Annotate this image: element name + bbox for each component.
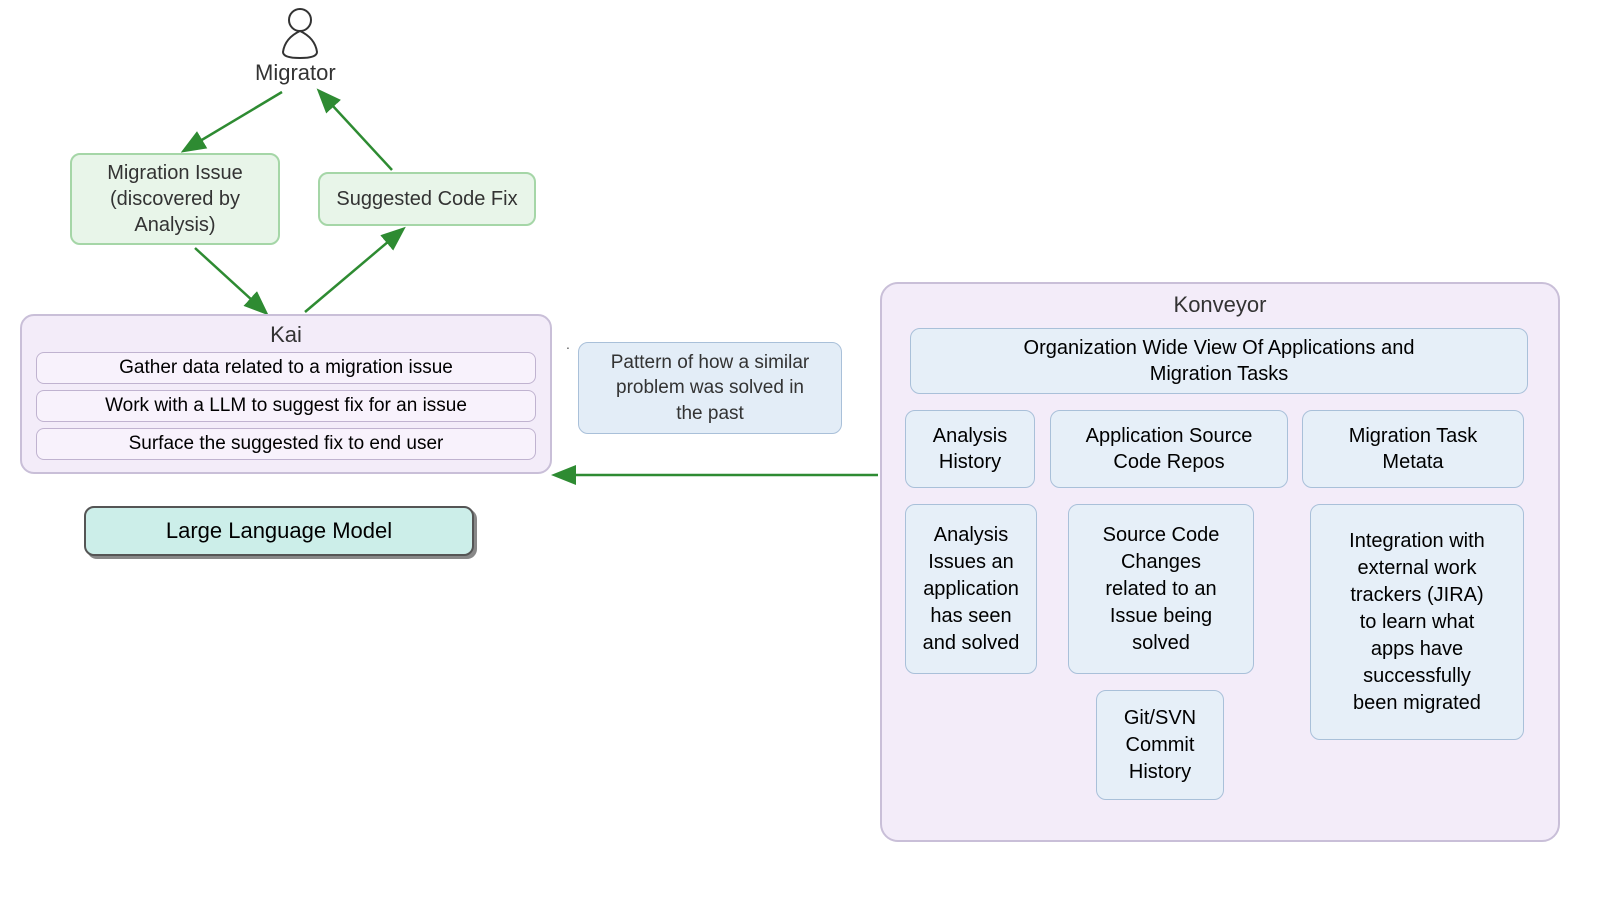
suggested-fix-text: Suggested Code Fix [336,188,517,211]
llm-text: Large Language Model [166,518,392,544]
kai-item-0: Gather data related to a migration issue [36,352,536,384]
source-changes-node: Source Code Changes related to an Issue … [1068,504,1254,674]
app-source-node: Application Source Code Repos [1050,410,1288,488]
konveyor-title: Konveyor [898,292,1542,318]
pattern-text: Pattern of how a similar problem was sol… [611,350,810,427]
kai-item-2: Surface the suggested fix to end user [36,428,536,460]
git-svn-node: Git/SVN Commit History [1096,690,1224,800]
migration-issue-node: Migration Issue (discovered by Analysis) [70,153,280,245]
kai-container: Kai Gather data related to a migration i… [20,314,552,474]
llm-node: Large Language Model [84,506,474,556]
analysis-issues-text: Analysis Issues an application has seen … [923,522,1020,657]
migration-meta-node: Migration Task Metata [1302,410,1524,488]
app-source-text: Application Source Code Repos [1086,423,1253,475]
migrator-actor-icon [283,9,317,58]
source-changes-text: Source Code Changes related to an Issue … [1103,522,1220,657]
kai-title: Kai [36,322,536,348]
migration-issue-text: Migration Issue (discovered by Analysis) [107,160,243,238]
migrator-label: Migrator [255,60,336,86]
decorative-dot: . [566,336,570,352]
org-view-node: Organization Wide View Of Applications a… [910,328,1528,394]
kai-item-1: Work with a LLM to suggest fix for an is… [36,390,536,422]
edge-issue-to-kai [195,248,265,312]
edge-fix-to-actor [320,92,392,170]
integration-node: Integration with external work trackers … [1310,504,1524,740]
pattern-node: Pattern of how a similar problem was sol… [578,342,842,434]
org-view-text: Organization Wide View Of Applications a… [1024,335,1415,387]
git-svn-text: Git/SVN Commit History [1124,705,1196,786]
integration-text: Integration with external work trackers … [1349,528,1485,717]
analysis-history-node: Analysis History [905,410,1035,488]
analysis-issues-node: Analysis Issues an application has seen … [905,504,1037,674]
migration-meta-text: Migration Task Metata [1349,423,1478,475]
edge-kai-to-fix [305,230,402,312]
suggested-fix-node: Suggested Code Fix [318,172,536,226]
edge-actor-to-issue [185,92,282,150]
analysis-history-text: Analysis History [933,423,1007,475]
